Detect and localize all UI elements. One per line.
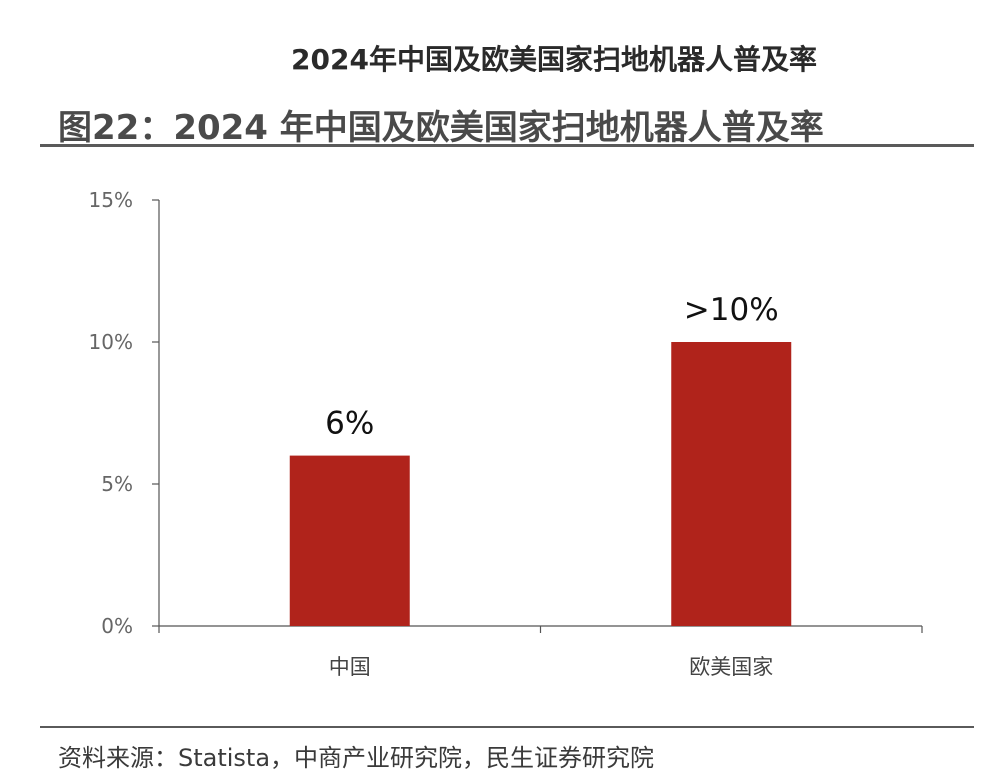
bar-1: [671, 342, 792, 626]
footer-divider: [40, 726, 974, 728]
y-tick-label: 0%: [101, 614, 133, 638]
page-title: 2024年中国及欧美国家扫地机器人普及率: [291, 43, 817, 76]
bar-0: [289, 455, 410, 626]
y-tick-label: 5%: [101, 472, 133, 496]
chart-axes: 0% 5% 10% 15%: [89, 188, 923, 638]
data-label: 6%: [325, 406, 374, 442]
figure-title: 图22：2024 年中国及欧美国家扫地机器人普及率: [58, 108, 824, 148]
chart-bars: [289, 342, 792, 626]
x-category-label: 中国: [329, 655, 371, 679]
title-divider: [40, 144, 974, 147]
chart-labels: 6% 中国 >10% 欧美国家: [325, 292, 779, 679]
x-category-label: 欧美国家: [689, 655, 773, 679]
source-note: 资料来源：Statista，中商产业研究院，民生证券研究院: [58, 744, 655, 772]
y-tick-label: 10%: [89, 330, 133, 354]
y-tick-label: 15%: [89, 188, 133, 212]
data-label: >10%: [684, 292, 779, 328]
